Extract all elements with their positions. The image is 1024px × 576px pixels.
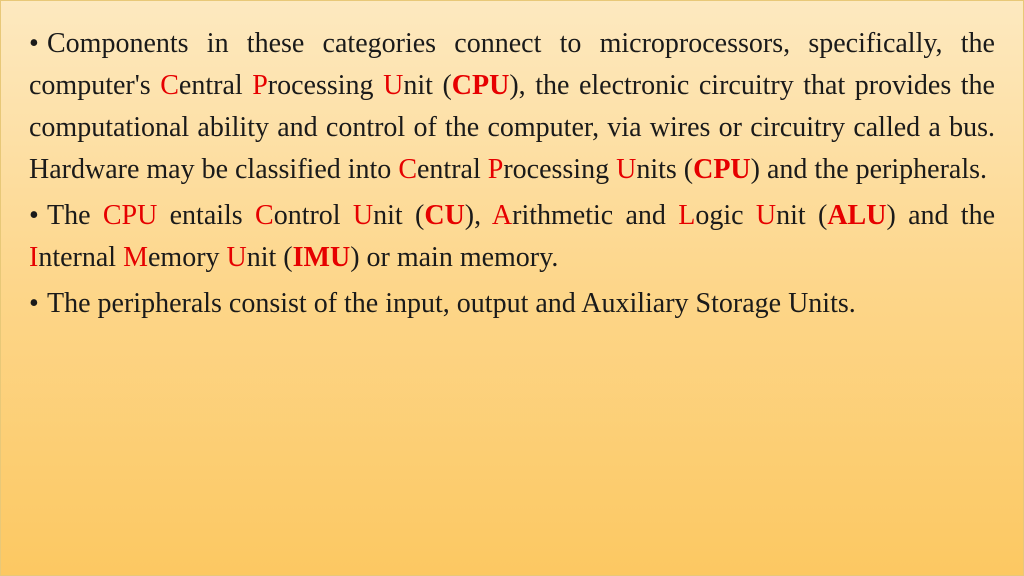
body-text: nit ( <box>247 242 293 273</box>
body-text: entral <box>417 154 488 185</box>
highlight-text: CPU <box>103 200 157 231</box>
highlight-text: M <box>123 242 148 273</box>
highlight-text: C <box>255 200 274 231</box>
body-text: rocessing <box>268 70 383 101</box>
bullet-paragraph: •The peripherals consist of the input, o… <box>29 283 995 325</box>
body-text: nternal <box>38 242 123 273</box>
bullet-icon: • <box>29 283 47 325</box>
highlight-text: P <box>252 70 268 101</box>
body-text: ) and the peripherals. <box>751 154 987 185</box>
body-text: rithmetic and <box>512 200 678 231</box>
body-text: nit ( <box>776 200 827 231</box>
body-text: nits ( <box>636 154 693 185</box>
highlight-text: L <box>678 200 695 231</box>
slide-content: •Components in these categories connect … <box>29 23 995 325</box>
body-text: entral <box>179 70 252 101</box>
highlight-text: I <box>29 242 38 273</box>
bullet-icon: • <box>29 23 47 65</box>
body-text: ), <box>465 200 492 231</box>
body-text: ogic <box>695 200 756 231</box>
body-text: The peripherals consist of the input, ou… <box>47 288 856 319</box>
highlight-text: U <box>227 242 247 273</box>
body-text: ) or main memory. <box>350 242 558 273</box>
highlight-text: C <box>398 154 417 185</box>
body-text: emory <box>148 242 227 273</box>
highlight-text: U <box>616 154 636 185</box>
body-text: nit ( <box>403 70 451 101</box>
highlight-text: P <box>488 154 504 185</box>
body-text: The <box>47 200 103 231</box>
highlight-text: A <box>492 200 512 231</box>
highlight-text: CPU <box>452 70 510 101</box>
highlight-text: CU <box>424 200 464 231</box>
bullet-paragraph: •The CPU entails Control Unit (CU), Arit… <box>29 195 995 279</box>
highlight-text: U <box>756 200 776 231</box>
bullet-icon: • <box>29 195 47 237</box>
body-text: rocessing <box>503 154 616 185</box>
highlight-text: ALU <box>827 200 886 231</box>
body-text: ontrol <box>274 200 353 231</box>
bullet-paragraph: •Components in these categories connect … <box>29 23 995 191</box>
highlight-text: IMU <box>293 242 351 273</box>
highlight-text: CPU <box>693 154 751 185</box>
highlight-text: U <box>383 70 403 101</box>
highlight-text: U <box>353 200 373 231</box>
body-text: ) and the <box>886 200 995 231</box>
highlight-text: C <box>160 70 179 101</box>
body-text: entails <box>157 200 255 231</box>
body-text: nit ( <box>373 200 424 231</box>
